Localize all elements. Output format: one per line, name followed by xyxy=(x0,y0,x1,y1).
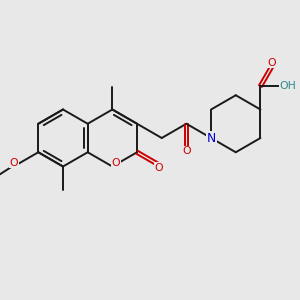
Text: N: N xyxy=(207,132,216,145)
Text: O: O xyxy=(267,58,276,68)
Text: N: N xyxy=(207,132,216,145)
Text: O: O xyxy=(10,158,18,168)
Text: O: O xyxy=(182,146,191,156)
Text: OH: OH xyxy=(280,81,296,91)
Text: O: O xyxy=(154,163,163,173)
Text: O: O xyxy=(112,158,120,169)
